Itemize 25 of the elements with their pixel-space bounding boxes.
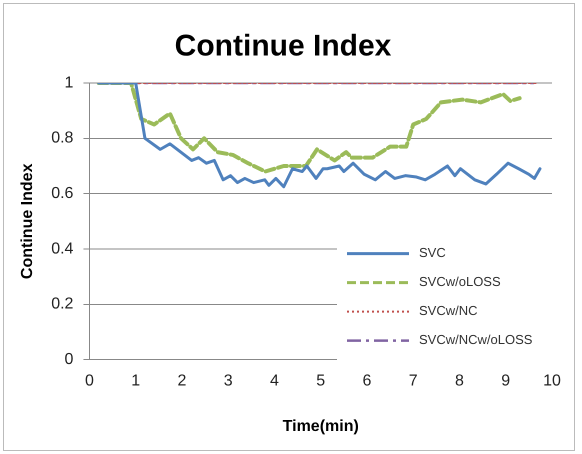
y-tick-label: 0 [64, 351, 74, 368]
y-tick-label: 0.8 [51, 130, 74, 147]
x-tick-label: 6 [362, 372, 372, 390]
x-tick-label: 2 [178, 372, 186, 390]
x-tick-label: 0 [84, 372, 94, 390]
y-tick-label: 0.4 [51, 240, 74, 258]
x-tick-label: 8 [455, 372, 464, 390]
y-tick-label: 0.6 [51, 185, 74, 202]
legend-label: SVCw/oLOSS [419, 274, 501, 290]
x-tick-label: 7 [408, 372, 418, 390]
legend-label: SVCw/NC [419, 303, 478, 318]
line-series [96, 83, 522, 174]
y-tick-label: 1 [64, 74, 74, 92]
y-axis-title: Continue Index [19, 163, 36, 280]
x-tick-label: 5 [316, 372, 326, 390]
x-tick-label: 1 [131, 372, 140, 390]
chart-title: Continue Index [174, 29, 392, 62]
legend-label: SVC [419, 245, 446, 260]
legend-label: SVCw/NCw/oLOSS [419, 332, 533, 348]
x-tick-label: 10 [543, 372, 561, 390]
x-tick-label: 3 [224, 372, 233, 390]
x-tick-label: 9 [501, 372, 510, 390]
x-axis-title: Time(min) [282, 418, 359, 435]
x-tick-label: 4 [270, 372, 280, 390]
y-tick-label: 0.2 [51, 296, 74, 313]
